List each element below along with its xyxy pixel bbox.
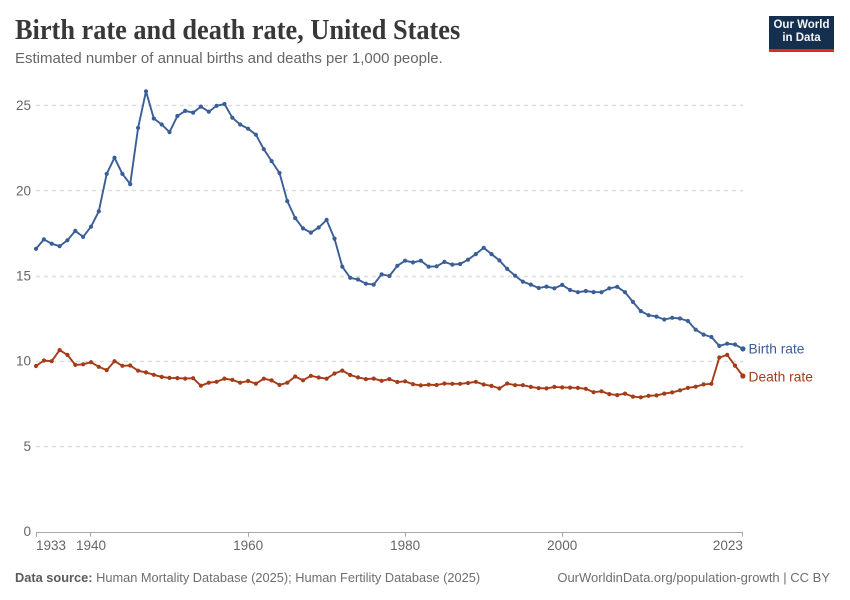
svg-text:2023: 2023 <box>713 538 743 553</box>
svg-text:25: 25 <box>16 98 31 113</box>
svg-text:1980: 1980 <box>390 538 420 553</box>
svg-text:1940: 1940 <box>76 538 106 553</box>
svg-text:1933: 1933 <box>36 538 66 553</box>
svg-text:1960: 1960 <box>233 538 263 553</box>
svg-text:2000: 2000 <box>547 538 577 553</box>
svg-text:Death rate: Death rate <box>749 369 814 384</box>
svg-text:Birth rate: Birth rate <box>749 342 805 357</box>
svg-text:20: 20 <box>16 183 31 198</box>
svg-text:0: 0 <box>23 524 31 539</box>
svg-text:15: 15 <box>16 269 31 284</box>
svg-text:5: 5 <box>23 439 31 454</box>
svg-text:10: 10 <box>16 354 31 369</box>
